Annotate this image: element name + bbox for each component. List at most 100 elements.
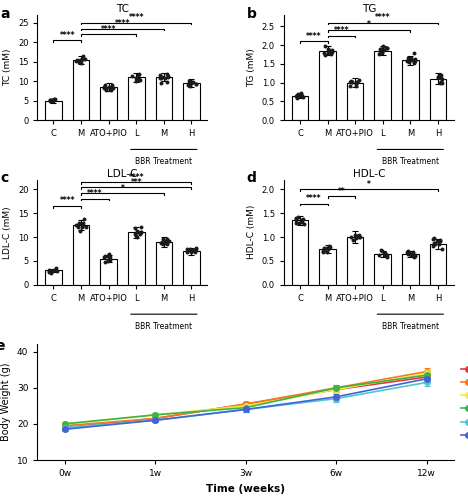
Point — [431, 239, 438, 247]
Point — [438, 74, 446, 82]
Bar — [402, 254, 419, 285]
Point — [184, 80, 191, 88]
Point — [186, 80, 194, 88]
Point — [188, 78, 195, 86]
Text: BBR Treatment: BBR Treatment — [135, 157, 192, 166]
Point — [405, 58, 413, 66]
Y-axis label: TC (mM): TC (mM) — [3, 49, 12, 86]
Text: d: d — [247, 172, 256, 185]
Point — [163, 236, 171, 244]
Point — [135, 76, 143, 84]
Point — [292, 214, 300, 222]
Point — [108, 86, 115, 94]
Point — [186, 79, 194, 87]
Point — [105, 250, 112, 258]
Point — [295, 213, 302, 221]
Point — [325, 242, 333, 250]
Point — [186, 246, 193, 254]
Text: c: c — [0, 172, 8, 185]
Point — [293, 91, 300, 99]
Point — [46, 96, 54, 104]
Point — [438, 244, 446, 252]
Point — [437, 74, 445, 82]
Y-axis label: TG (mM): TG (mM) — [247, 48, 256, 87]
Point — [165, 237, 173, 245]
Point — [436, 80, 444, 88]
Point — [163, 237, 170, 245]
Point — [403, 56, 411, 64]
Point — [377, 50, 384, 58]
Point — [325, 246, 332, 254]
Title: HDL-C: HDL-C — [353, 169, 385, 179]
Point — [45, 268, 53, 276]
Point — [298, 218, 306, 226]
Title: TC: TC — [116, 4, 129, 14]
Point — [355, 232, 363, 239]
Bar — [73, 225, 89, 285]
Legend: C, M, ATO+PIO, BBRL, BBRM, BBRH: C, M, ATO+PIO, BBRL, BBRM, BBRH — [458, 362, 468, 443]
Point — [162, 237, 170, 245]
Point — [378, 45, 385, 53]
Point — [75, 57, 83, 65]
Point — [295, 92, 302, 100]
Point — [48, 266, 56, 274]
Point — [137, 230, 144, 237]
Bar — [430, 79, 446, 120]
Point — [300, 93, 307, 101]
Y-axis label: Body Weight (g): Body Weight (g) — [1, 363, 11, 442]
Point — [137, 228, 145, 236]
Point — [105, 252, 112, 260]
Point — [431, 240, 439, 248]
Point — [320, 244, 328, 252]
Point — [346, 78, 354, 86]
Point — [79, 52, 87, 60]
Bar — [292, 96, 308, 120]
Point — [410, 59, 417, 67]
Text: b: b — [247, 6, 256, 20]
Point — [347, 232, 354, 240]
Point — [104, 252, 111, 260]
Point — [51, 266, 58, 274]
Point — [48, 97, 55, 105]
Text: *: * — [367, 20, 371, 30]
Point — [50, 266, 58, 274]
Point — [352, 232, 360, 240]
Point — [406, 250, 414, 258]
Point — [410, 50, 417, 58]
Point — [353, 234, 360, 241]
Point — [320, 49, 327, 57]
Point — [163, 240, 171, 248]
Point — [101, 252, 109, 260]
Point — [321, 42, 329, 50]
Bar — [128, 77, 145, 120]
Point — [437, 71, 445, 79]
Point — [73, 221, 80, 229]
Point — [411, 252, 418, 260]
Point — [408, 250, 416, 258]
Point — [292, 219, 300, 227]
Point — [102, 258, 109, 266]
Point — [192, 248, 199, 256]
Bar — [45, 100, 62, 120]
Point — [102, 84, 110, 92]
Point — [192, 246, 200, 254]
Point — [434, 73, 442, 81]
Point — [411, 54, 418, 62]
Point — [429, 235, 437, 243]
Point — [45, 267, 52, 275]
Point — [157, 74, 164, 82]
Point — [436, 237, 444, 245]
Point — [324, 244, 331, 252]
Point — [106, 254, 114, 262]
Point — [133, 233, 141, 241]
Point — [81, 56, 89, 64]
Point — [157, 239, 164, 247]
Point — [137, 228, 144, 235]
Point — [294, 90, 302, 98]
Bar — [374, 254, 391, 285]
Point — [319, 248, 327, 256]
Point — [319, 246, 327, 254]
Point — [292, 92, 300, 100]
Point — [79, 220, 87, 228]
Point — [376, 251, 383, 259]
